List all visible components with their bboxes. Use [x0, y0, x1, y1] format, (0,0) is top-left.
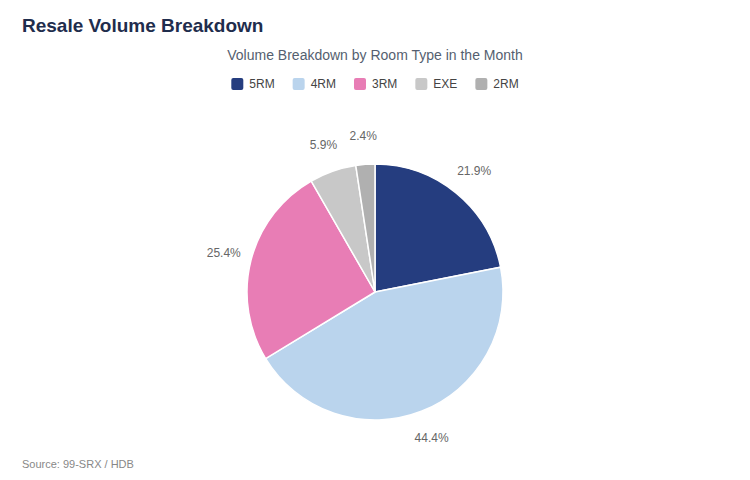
background — [0, 0, 750, 480]
data-label: 44.4% — [415, 431, 449, 445]
data-label: 5.9% — [310, 138, 338, 152]
legend-label: 2RM — [493, 77, 518, 91]
legend-label: 3RM — [372, 77, 397, 91]
legend-swatch — [293, 78, 305, 90]
pie — [247, 164, 503, 420]
legend-item: 4RM — [293, 77, 336, 91]
legend-item: 2RM — [475, 77, 518, 91]
legend-label: 4RM — [311, 77, 336, 91]
subtitle: Volume Breakdown by Room Type in the Mon… — [227, 47, 522, 63]
pie-slice — [356, 164, 375, 292]
legend-swatch — [231, 78, 243, 90]
legend-item: 3RM — [354, 77, 397, 91]
legend-label: 5RM — [249, 77, 274, 91]
legend-label: EXE — [433, 77, 457, 91]
title: Resale Volume Breakdown — [22, 15, 263, 36]
legend-item: EXE — [415, 77, 457, 91]
legend-swatch — [415, 78, 427, 90]
data-label: 2.4% — [350, 129, 378, 143]
legend-item: 5RM — [231, 77, 274, 91]
annotation: Source: 99-SRX / HDB — [22, 458, 134, 470]
data-labels: 21.9% 44.4% 25.4% 5.9% 2.4% — [207, 129, 492, 444]
legend-swatch — [354, 78, 366, 90]
page: {"chart_data": {"type": "pie", "title": … — [0, 0, 750, 480]
data-label: 25.4% — [207, 246, 241, 260]
chart-svg: Resale Volume Breakdown Volume Breakdown … — [0, 0, 750, 480]
data-label: 21.9% — [457, 164, 491, 178]
legend-swatch — [475, 78, 487, 90]
chart-container: Resale Volume Breakdown Volume Breakdown … — [0, 0, 750, 480]
legend: 5RM 4RM 3RM EXE 2RM — [231, 77, 518, 91]
